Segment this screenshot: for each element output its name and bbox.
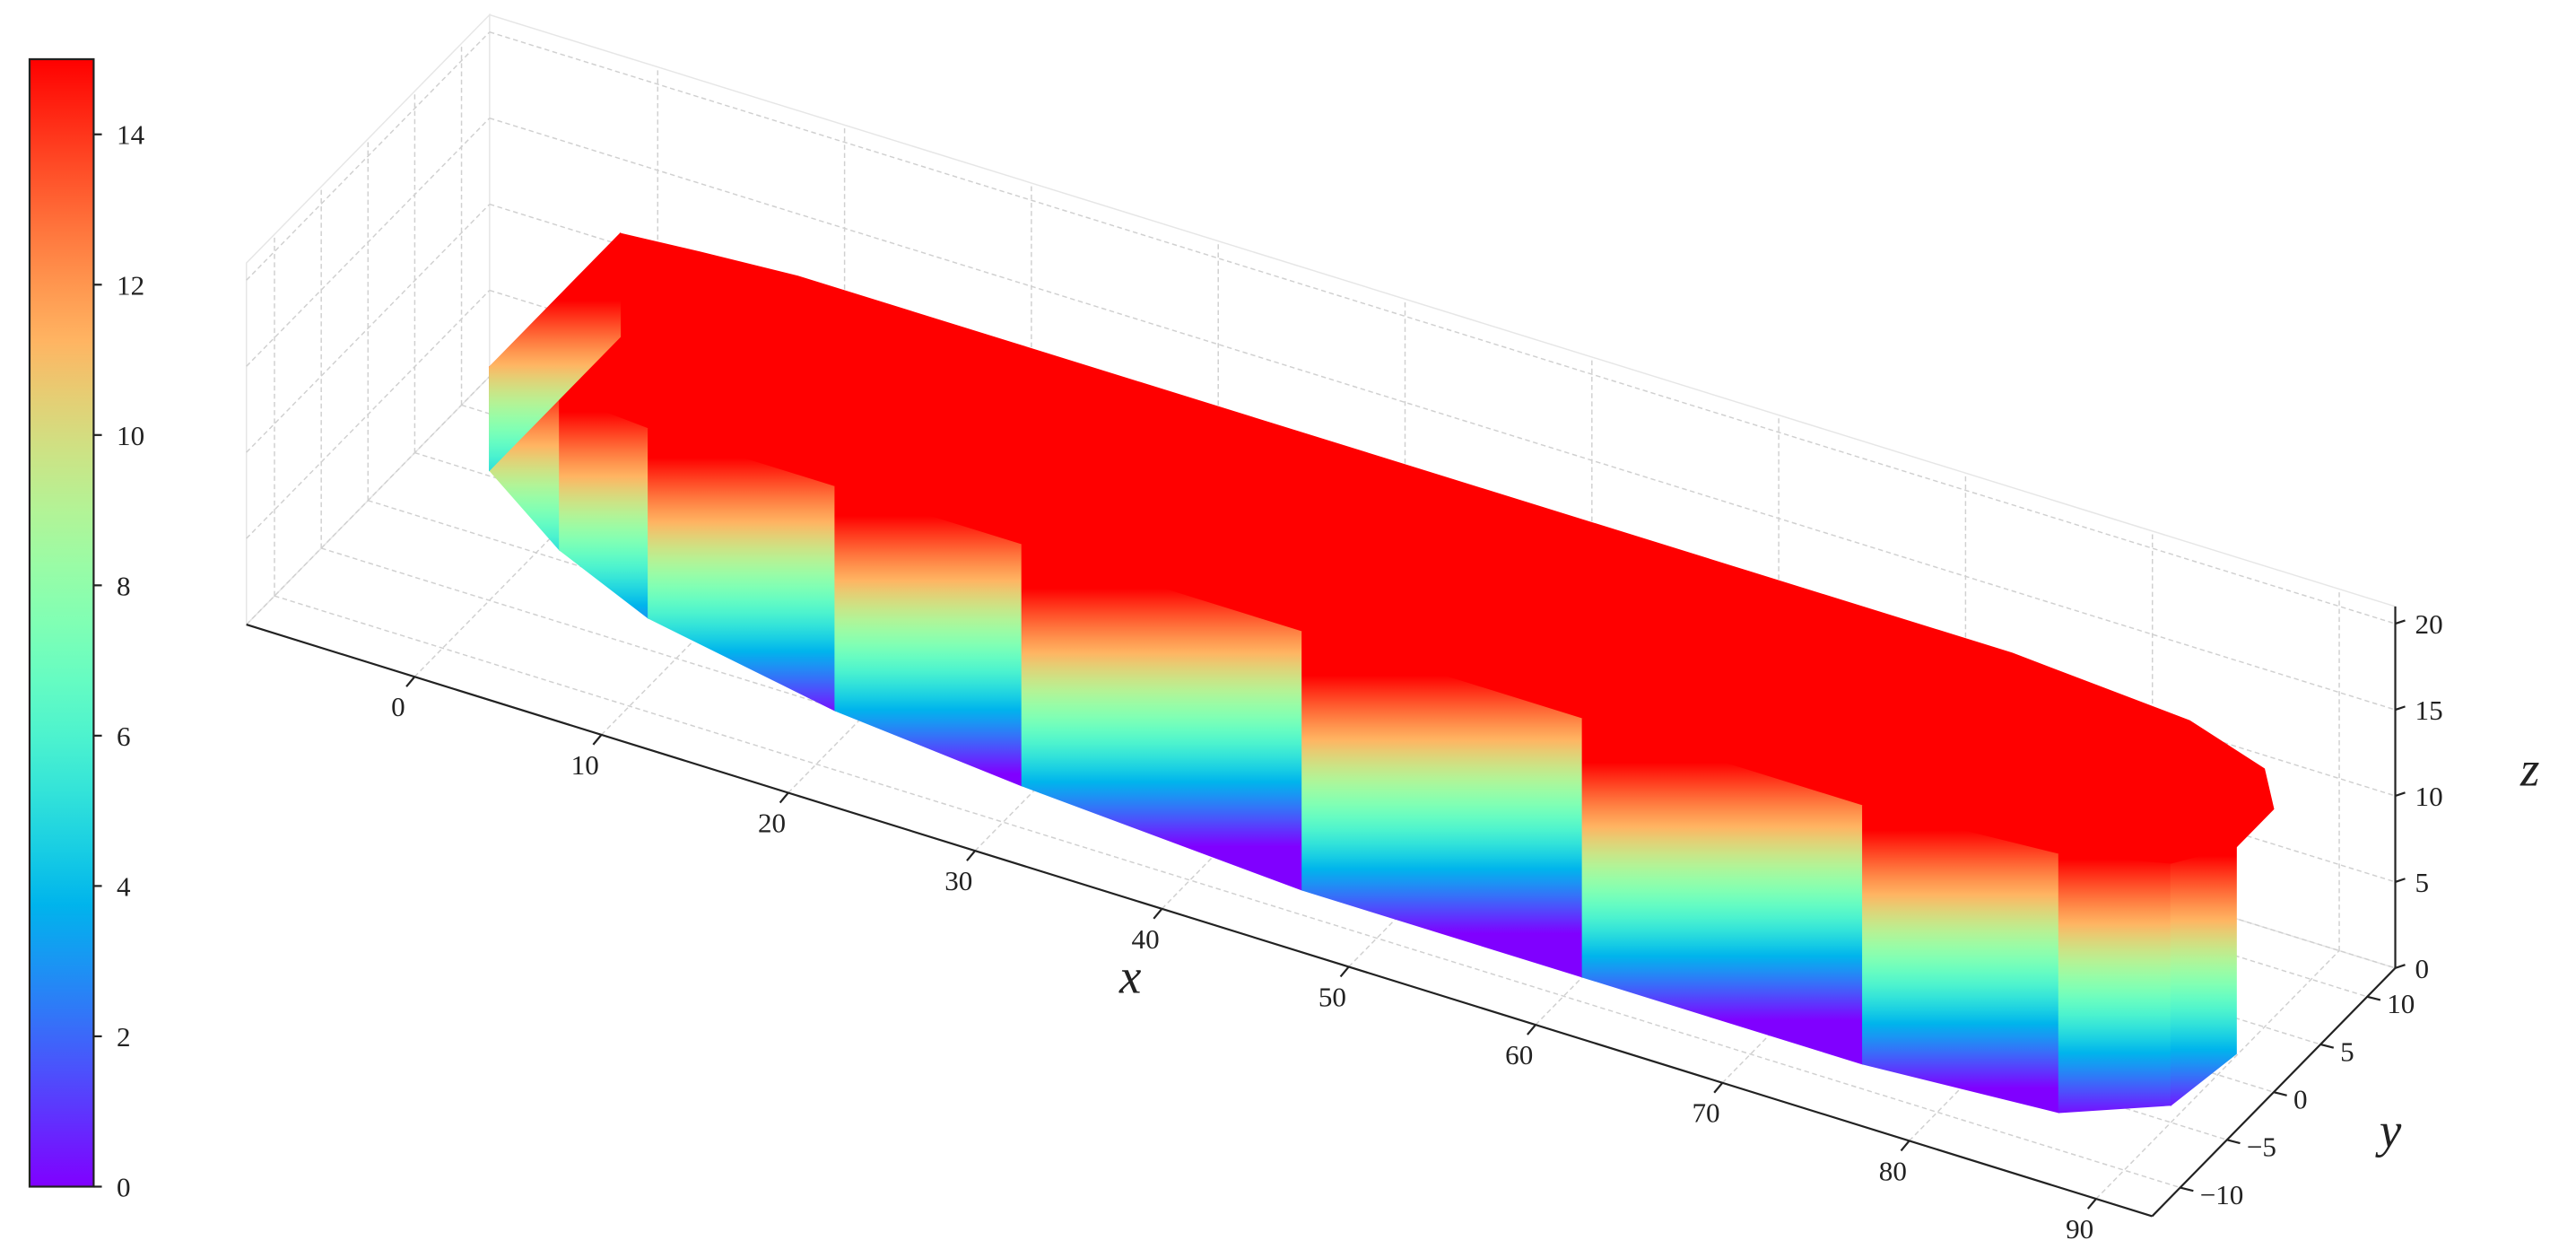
- colorbar-tick-label: 10: [117, 420, 144, 451]
- z-tick: [2395, 619, 2406, 625]
- hull-side: [2170, 846, 2237, 1106]
- z-tick-label: 10: [2415, 781, 2443, 812]
- z-axis-label: z: [2519, 742, 2539, 797]
- y-tick-label: 0: [2293, 1083, 2308, 1114]
- colorbar-tick-label: 0: [117, 1171, 131, 1202]
- x-tick-label: 70: [1692, 1097, 1719, 1129]
- x-tick-label: 80: [1879, 1155, 1907, 1186]
- x-tick: [966, 850, 976, 861]
- z-tick-label: 5: [2415, 867, 2430, 898]
- hull-surface: [488, 232, 2275, 1114]
- colorbar-tick-label: 2: [117, 1021, 131, 1053]
- x-tick: [1153, 908, 1163, 920]
- hull-side: [2058, 853, 2171, 1114]
- z-tick-label: 0: [2415, 953, 2430, 984]
- x-tick: [1713, 1082, 1724, 1094]
- z-tick: [2395, 705, 2406, 712]
- colorbar-tick-label: 14: [117, 119, 145, 151]
- colorbar-tick-label: 12: [117, 269, 144, 301]
- grid-line: [246, 375, 491, 625]
- x-tick: [592, 734, 603, 746]
- x-tick-label: 10: [571, 749, 599, 781]
- x-tick-label: 0: [391, 691, 405, 722]
- z-tick: [2395, 964, 2406, 969]
- x-tick-label: 40: [1132, 923, 1160, 955]
- z-tick-label: 20: [2415, 608, 2443, 640]
- y-tick: [2319, 1043, 2335, 1049]
- colorbar-tick-label: 6: [117, 721, 131, 752]
- hull-stern: [489, 232, 622, 472]
- x-tick-label: 60: [1505, 1039, 1533, 1070]
- grid-line: [246, 290, 491, 539]
- x-tick-label: 30: [944, 865, 972, 896]
- y-tick: [2180, 1186, 2194, 1192]
- x-tick-label: 50: [1318, 981, 1346, 1012]
- colorbar-tick-label: 4: [117, 870, 131, 902]
- x-tick: [779, 791, 789, 804]
- grid-line: [489, 117, 2396, 711]
- x-tick-label: 90: [2066, 1213, 2093, 1245]
- grid-line: [489, 31, 2396, 625]
- y-tick-label: −5: [2247, 1131, 2276, 1163]
- y-tick: [2366, 995, 2381, 1001]
- x-axis-line: [246, 624, 2153, 1218]
- x-tick: [405, 676, 416, 687]
- x-tick: [1900, 1140, 1910, 1152]
- x-tick: [1339, 965, 1350, 978]
- y-axis-line: [2151, 967, 2397, 1218]
- colorbar: 0 2 4 6 8 10 12 14: [28, 57, 145, 1202]
- x-axis-label: x: [1118, 948, 1141, 1003]
- colorbar-gradient: [28, 57, 95, 1188]
- hull-side: [1862, 805, 2059, 1114]
- grid-line: [246, 118, 491, 367]
- y-axis-label: y: [2375, 1104, 2402, 1158]
- grid-line: [246, 31, 491, 281]
- x-tick: [2086, 1198, 2097, 1210]
- grid-line: [246, 204, 491, 453]
- y-tick-label: 5: [2340, 1035, 2354, 1067]
- y-tick-label: −10: [2200, 1179, 2244, 1210]
- colorbar-tick-label: 8: [117, 570, 131, 601]
- grid-line: [274, 595, 2180, 1189]
- z-tick: [2395, 791, 2406, 798]
- y-tick: [2226, 1139, 2241, 1145]
- x-tick-label: 20: [758, 807, 786, 838]
- z-tick: [2395, 878, 2406, 883]
- y-tick: [2273, 1091, 2287, 1096]
- z-tick-label: 15: [2415, 695, 2443, 726]
- grid-line: [2095, 949, 2340, 1200]
- x-tick: [1527, 1024, 1536, 1035]
- y-tick-label: 10: [2387, 988, 2415, 1019]
